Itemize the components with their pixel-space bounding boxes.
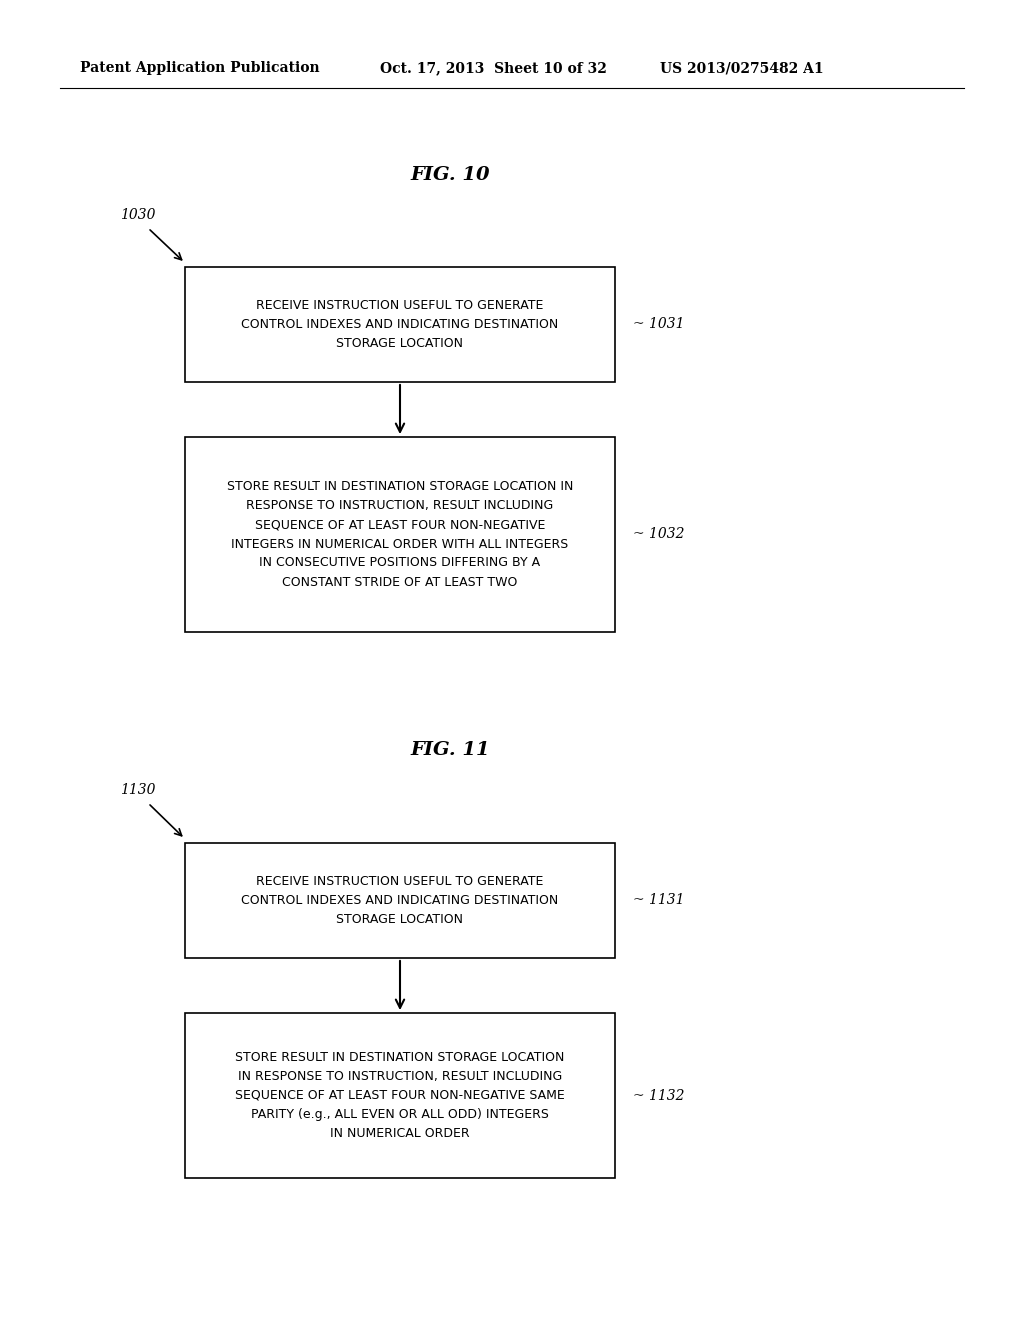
- Text: FIG. 11: FIG. 11: [411, 741, 489, 759]
- Text: ~ 1031: ~ 1031: [633, 318, 684, 331]
- Text: US 2013/0275482 A1: US 2013/0275482 A1: [660, 61, 823, 75]
- Text: ~ 1032: ~ 1032: [633, 528, 684, 541]
- Text: RECEIVE INSTRUCTION USEFUL TO GENERATE
CONTROL INDEXES AND INDICATING DESTINATIO: RECEIVE INSTRUCTION USEFUL TO GENERATE C…: [242, 300, 559, 350]
- Text: FIG. 10: FIG. 10: [411, 166, 489, 183]
- Text: Patent Application Publication: Patent Application Publication: [80, 61, 319, 75]
- Bar: [185, 1012, 615, 1177]
- Text: Oct. 17, 2013  Sheet 10 of 32: Oct. 17, 2013 Sheet 10 of 32: [380, 61, 607, 75]
- Text: RECEIVE INSTRUCTION USEFUL TO GENERATE
CONTROL INDEXES AND INDICATING DESTINATIO: RECEIVE INSTRUCTION USEFUL TO GENERATE C…: [242, 875, 559, 927]
- Bar: [185, 843, 615, 958]
- Text: ~ 1132: ~ 1132: [633, 1089, 684, 1102]
- Text: 1130: 1130: [120, 783, 156, 797]
- Text: ~ 1131: ~ 1131: [633, 894, 684, 908]
- Bar: [185, 267, 615, 381]
- Text: STORE RESULT IN DESTINATION STORAGE LOCATION IN
RESPONSE TO INSTRUCTION, RESULT : STORE RESULT IN DESTINATION STORAGE LOCA…: [226, 480, 573, 589]
- Bar: [185, 437, 615, 632]
- Text: 1030: 1030: [120, 209, 156, 222]
- Text: STORE RESULT IN DESTINATION STORAGE LOCATION
IN RESPONSE TO INSTRUCTION, RESULT : STORE RESULT IN DESTINATION STORAGE LOCA…: [236, 1051, 565, 1140]
